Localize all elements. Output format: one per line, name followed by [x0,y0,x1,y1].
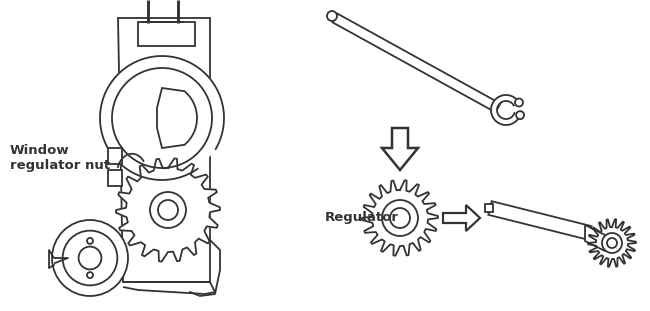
Circle shape [390,208,410,228]
Bar [108,170,122,186]
Circle shape [112,68,212,168]
Polygon shape [443,205,480,231]
Bar [138,22,195,46]
Circle shape [327,11,337,21]
Polygon shape [333,14,500,112]
Circle shape [602,233,622,253]
Text: Window
regulator nut: Window regulator nut [10,144,110,172]
Polygon shape [588,219,636,267]
Circle shape [516,111,524,119]
Polygon shape [118,18,210,282]
Circle shape [382,200,418,236]
Bar [485,204,493,212]
Polygon shape [488,201,592,240]
Polygon shape [100,56,224,180]
Polygon shape [362,180,438,256]
Circle shape [62,231,118,285]
Circle shape [79,247,101,269]
Polygon shape [157,88,197,148]
Circle shape [607,238,617,248]
Bar [108,148,122,164]
Circle shape [158,200,178,220]
Circle shape [150,192,186,228]
Text: Regulator: Regulator [325,211,399,225]
Polygon shape [382,128,418,170]
Polygon shape [116,158,220,262]
Polygon shape [491,95,520,125]
Circle shape [515,99,523,106]
Polygon shape [585,225,605,251]
Circle shape [52,220,128,296]
